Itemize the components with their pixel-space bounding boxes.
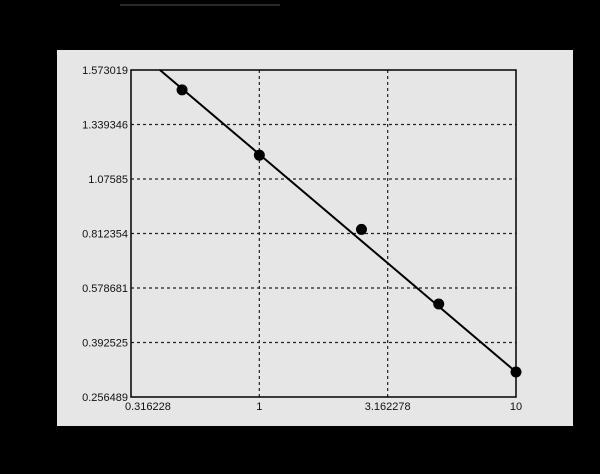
chart-panel [57,50,573,426]
y-tick-label: 1.339346 [82,120,128,132]
x-tick-label: 3.162278 [365,401,411,413]
data-point [433,298,445,310]
top-edge-line [120,4,280,6]
series [159,69,522,378]
y-axis-ticks: 1.573019 1.339346 1.07585 0.812354 0.578681 0… [82,65,128,404]
fit-line [159,69,517,373]
x-axis-ticks: 0.316228 1 3.162278 10 [125,401,522,413]
y-tick-label: 1.573019 [82,65,128,77]
y-tick-label: 0.392525 [82,338,128,350]
x-tick-label: 10 [510,401,522,413]
x-tick-label: 0.316228 [125,401,171,413]
plot-frame [130,69,517,398]
y-tick-label: 0.812354 [82,229,128,241]
x-tick-label: 1 [256,401,262,413]
y-tick-label: 1.07585 [88,174,128,186]
y-tick-label: 0.256489 [82,392,128,404]
data-point [176,84,188,96]
grid [131,70,516,397]
data-point [253,149,265,161]
data-point [355,223,367,235]
y-tick-label: 0.578681 [82,283,128,295]
data-point [510,366,522,378]
